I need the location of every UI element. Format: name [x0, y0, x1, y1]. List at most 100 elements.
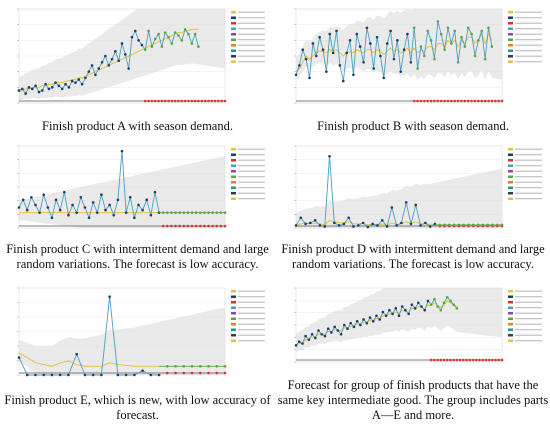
actual-point: [50, 216, 54, 220]
actual-point: [79, 195, 83, 199]
actual-point: [83, 206, 87, 209]
actual-point: [419, 224, 422, 227]
actual-point: [124, 211, 128, 214]
actual-point: [180, 39, 184, 42]
legend-swatch: [231, 175, 236, 178]
actual-point: [67, 373, 70, 377]
actual-point: [362, 318, 365, 321]
caption-a: Finish product A with season demand.: [42, 119, 233, 133]
actual-point: [177, 34, 180, 37]
actual-point: [301, 342, 304, 345]
actual-point: [27, 86, 31, 89]
actual-point: [328, 32, 332, 36]
future-forecast-point: [178, 211, 181, 214]
future-marker: [491, 358, 494, 362]
actual-point: [127, 67, 130, 70]
future-marker: [463, 99, 467, 103]
actual-point: [361, 221, 365, 225]
legend-swatch: [231, 301, 236, 304]
actual-point: [108, 295, 111, 298]
actual-point: [149, 373, 153, 377]
actual-point: [463, 45, 467, 48]
future-marker: [182, 224, 186, 228]
future-marker: [436, 99, 440, 103]
future-forecast-point: [215, 211, 219, 214]
actual-point: [299, 216, 303, 220]
actual-point: [336, 329, 340, 332]
future-marker: [494, 358, 497, 362]
legend-swatch: [508, 16, 513, 19]
actual-point: [307, 338, 311, 342]
actual-point: [420, 305, 423, 308]
future-forecast-point: [467, 223, 470, 227]
legend-swatch: [508, 328, 513, 331]
legend-swatch: [508, 159, 513, 162]
actual-point: [157, 373, 161, 377]
actual-point: [337, 224, 341, 227]
actual-point: [133, 373, 136, 377]
future-marker: [157, 99, 160, 103]
actual-point: [110, 57, 114, 61]
actual-point: [310, 332, 314, 336]
actual-point: [396, 39, 399, 42]
legend-swatch: [231, 44, 236, 47]
actual-point: [44, 82, 47, 86]
actual-point: [382, 76, 386, 80]
future-marker: [490, 99, 494, 103]
future-marker: [180, 99, 184, 103]
actual-point: [145, 198, 149, 202]
actual-point: [392, 57, 396, 61]
actual-point: [452, 303, 456, 306]
uncertainty-band: [296, 168, 502, 228]
legend-swatch: [231, 295, 236, 298]
future-marker: [182, 371, 186, 375]
future-marker: [433, 99, 436, 103]
legend-swatch: [231, 317, 236, 320]
legend-swatch: [231, 334, 236, 337]
future-marker: [147, 99, 150, 103]
actual-point: [187, 32, 190, 36]
future-forecast-point: [174, 211, 177, 214]
actual-point: [124, 373, 128, 377]
actual-point: [153, 37, 157, 41]
uncertainty-band: [19, 307, 225, 375]
future-marker: [500, 358, 504, 362]
legend-swatch: [231, 323, 236, 326]
future-marker: [187, 99, 190, 103]
actual-point: [480, 29, 484, 33]
actual-point: [355, 32, 359, 36]
actual-point: [112, 213, 116, 217]
actual-point: [147, 29, 150, 33]
actual-point: [330, 331, 333, 334]
future-forecast-point: [194, 211, 198, 214]
actual-point: [54, 198, 58, 202]
future-marker: [478, 358, 481, 362]
actual-point: [30, 87, 34, 91]
actual-point: [433, 57, 436, 61]
future-forecast-point: [182, 365, 186, 368]
future-forecast-point: [486, 223, 489, 227]
chart-panel-a: [3, 3, 271, 115]
future-forecast-point: [207, 211, 210, 214]
actual-point: [17, 356, 21, 359]
actual-point: [133, 29, 137, 33]
actual-point: [67, 213, 70, 217]
actual-point: [124, 53, 127, 56]
actual-point: [128, 195, 132, 199]
actual-point: [170, 42, 174, 45]
legend-swatch: [231, 328, 236, 331]
future-marker: [460, 99, 463, 103]
future-forecast-point: [438, 223, 442, 227]
future-forecast-point: [495, 223, 499, 227]
actual-point: [314, 54, 318, 58]
chart-svg-a: [17, 8, 265, 104]
actual-point: [352, 73, 355, 77]
future-forecast-point: [500, 223, 504, 227]
future-forecast-point: [223, 211, 227, 214]
future-marker: [153, 99, 157, 103]
actual-point: [325, 70, 328, 73]
chart-panel-c: [3, 140, 271, 240]
actual-point: [108, 203, 111, 207]
actual-point: [333, 325, 336, 329]
actual-point: [100, 373, 103, 377]
